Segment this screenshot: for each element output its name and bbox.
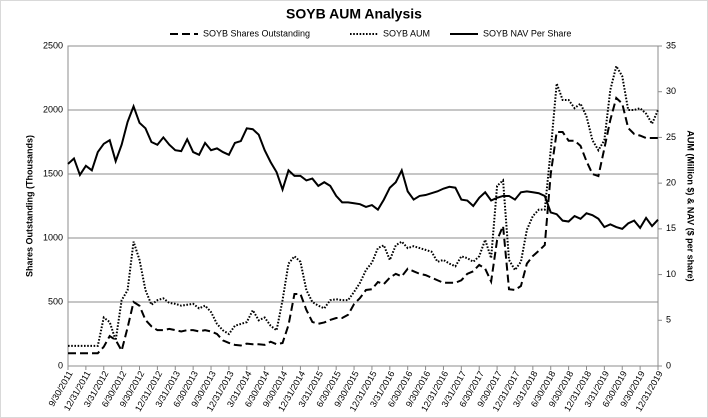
legend-text: SOYB Shares Outstanding: [203, 28, 310, 38]
y-tick-label: 1000: [43, 232, 63, 242]
y2-tick-label: 25: [666, 132, 676, 142]
series-line: [67, 103, 659, 230]
legend-text: SOYB AUM: [383, 28, 430, 38]
y2-axis-label: AUM (Million $) & NAV ($ per share): [686, 130, 696, 281]
y-tick-label: 2500: [43, 40, 63, 50]
series-line: [68, 63, 659, 347]
y-tick-label: 0: [58, 360, 63, 370]
y-tick-label: 500: [48, 296, 63, 306]
y2-tick-label: 20: [666, 178, 676, 188]
chart-title: SOYB AUM Analysis: [286, 6, 422, 22]
legend-text: SOYB NAV Per Share: [483, 28, 571, 38]
y-tick-label: 2000: [43, 104, 63, 114]
y-axis-label: Shares Outstanding (Thousands): [24, 135, 34, 277]
y2-tick-label: 15: [666, 223, 676, 233]
y2-tick-label: 35: [666, 40, 676, 50]
y2-tick-label: 5: [666, 315, 671, 325]
y2-tick-label: 10: [666, 269, 676, 279]
y2-tick-label: 30: [666, 86, 676, 96]
plot-border: [67, 45, 659, 367]
series-line: [68, 96, 658, 355]
y-tick-label: 1500: [43, 168, 63, 178]
y2-tick-label: 0: [666, 360, 671, 370]
